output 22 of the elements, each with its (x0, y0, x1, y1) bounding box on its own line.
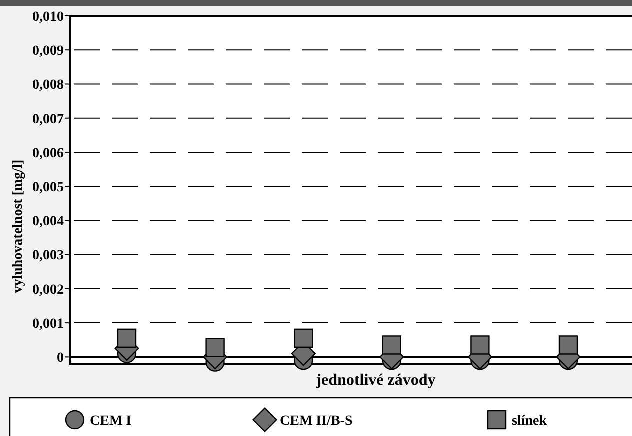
y-tick-label: 0,010 (32, 10, 64, 25)
legend-label: CEM I (90, 414, 132, 429)
y-tick-label: 0,004 (32, 214, 64, 230)
y-axis-title: vyluhovatelnost [mg/l] (11, 160, 26, 294)
y-tick-label: 0,007 (32, 112, 64, 128)
point (558, 336, 578, 355)
point (294, 328, 314, 348)
y-tick-label: 0,008 (32, 78, 64, 94)
y-tick-label: 0,002 (32, 282, 64, 298)
point (382, 336, 402, 355)
legend-label: slínek (512, 414, 548, 429)
y-tick-label: 0,001 (32, 316, 64, 332)
y-tick-label: 0,005 (32, 180, 64, 196)
y-tick-label: 0,009 (32, 44, 64, 60)
point (470, 336, 490, 355)
y-tick-label: 0 (57, 351, 64, 366)
y-tick-label: 0,006 (32, 146, 64, 162)
legend-label: CEM II/B-S (280, 414, 353, 429)
point (117, 328, 137, 348)
point (206, 338, 225, 358)
y-tick-label: 0,003 (32, 248, 64, 264)
x-axis-title: jednotlivé závody (315, 372, 436, 390)
